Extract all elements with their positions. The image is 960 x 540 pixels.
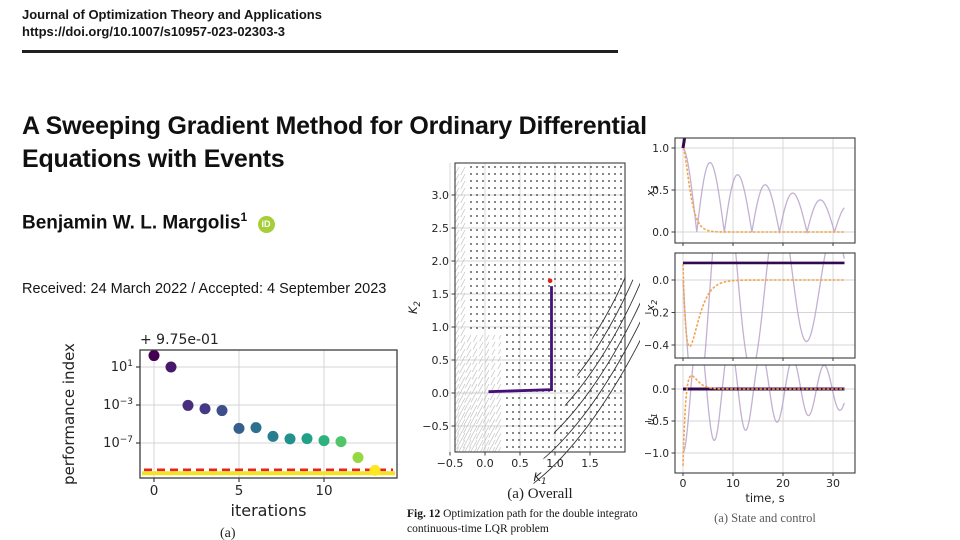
x-tick-label: 30	[826, 477, 840, 490]
received-accepted: Received: 24 March 2022 / Accepted: 4 Se…	[22, 281, 387, 297]
author-name: Benjamin W. L. Margolis	[22, 212, 241, 234]
y-tick-label: 0.0	[652, 227, 669, 239]
scatter-point	[233, 422, 245, 434]
x-axis-label: time, s	[745, 491, 784, 505]
x-axis-label: K1	[534, 470, 547, 484]
figure-optimization-path: −0.5 0.0 0.5 1.0 1.5 −0.5 0.0 0.5 1.0 1.5 2.0 2.5 3.…	[405, 148, 717, 540]
contour-line	[539, 273, 616, 315]
y-tick-label: 3.0	[432, 189, 450, 202]
scatter-point	[182, 399, 194, 411]
y-tick-label: −1.0	[645, 448, 669, 460]
x-tick-label: 0.0	[476, 457, 494, 470]
y-tick-label: 1.0	[432, 321, 450, 334]
fig12-caption-text-2: continuous-time LQR problem	[407, 523, 549, 535]
y-tick-label: 10−3	[103, 397, 133, 413]
scatter-point	[301, 433, 313, 445]
title-line-1: A Sweeping Gradient Method for Ordinary …	[22, 112, 647, 140]
series-swept-trajectory	[682, 147, 845, 235]
scatter-point	[199, 403, 211, 415]
y-tick-label: 0.0	[652, 275, 669, 287]
author-affiliation-superscript: 1	[240, 210, 248, 224]
y-tick-label: −0.2	[645, 307, 669, 319]
scatter-point	[284, 433, 296, 445]
y-axis-label: performance index	[60, 343, 78, 485]
x-tick-label: 10	[315, 483, 332, 499]
axis-offset-text: + 9.75e-01	[140, 332, 219, 348]
figure-state-control: 0.0 0.5 1.0 x1 −0.4 −0.2 0.0 x2 −1.0 −0.5 0.0 u1 0 10…	[644, 125, 875, 540]
states-chart-svg: 0.0 0.5 1.0 x1 −0.4 −0.2 0.0 x2 −1.0 −0.5 0.0 u1 0 10…	[644, 137, 856, 505]
paper-title: A Sweeping Gradient Method for Ordinary …	[22, 110, 647, 176]
scatter-point	[267, 430, 279, 442]
y-tick-label: −0.5	[645, 416, 669, 428]
x-tick-label: 0	[150, 483, 159, 499]
title-line-2: Equations with Events	[22, 145, 285, 173]
fig12-label: Fig. 12	[407, 508, 441, 520]
x-tick-label: 0	[680, 477, 687, 490]
header-rule	[22, 50, 618, 53]
scatter-point	[250, 422, 262, 434]
contour-subcaption: (a) Overall	[507, 486, 573, 502]
scatter-point	[318, 435, 330, 447]
scatter-point	[369, 464, 381, 476]
x-tick-label: 10	[726, 477, 740, 490]
y-axis-label: u1	[645, 413, 659, 425]
y-tick-label: 0.5	[652, 185, 669, 197]
y-tick-label: 1.5	[432, 288, 450, 301]
series-swept-control	[682, 365, 845, 454]
series-optimal-control	[682, 374, 845, 466]
x-axis-label: iterations	[231, 501, 307, 520]
y-axis-label: x2	[645, 300, 659, 313]
quiver-field	[455, 166, 622, 452]
journal-header: Journal of Optimization Theory and Appli…	[22, 6, 322, 40]
x-tick-label: 1.5	[581, 457, 599, 470]
y-tick-label: 2.0	[432, 255, 450, 268]
y-tick-label: −0.5	[422, 420, 449, 433]
orcid-icon[interactable]: iD	[257, 216, 275, 234]
contour-chart-svg: −0.5 0.0 0.5 1.0 1.5 −0.5 0.0 0.5 1.0 1.5 2.0 2.5 3.…	[406, 162, 717, 504]
contour-line	[556, 207, 599, 276]
y-tick-label: 0.0	[432, 387, 450, 400]
series-initial-guess	[681, 138, 687, 149]
figure-performance-index: 101 10−3 10−7 0 5 10 + 9.75e-01 performance ind…	[60, 328, 412, 540]
scatter-point	[352, 451, 364, 463]
performance-caption: (a)	[220, 526, 236, 540]
performance-chart-svg: 101 10−3 10−7 0 5 10 + 9.75e-01 performance ind…	[60, 332, 398, 520]
series-optimal-trajectory	[682, 263, 845, 348]
doi-link[interactable]: https://doi.org/10.1007/s10957-023-02303…	[22, 24, 286, 39]
contour-line	[527, 273, 627, 336]
series-optimal-trajectory	[682, 147, 845, 233]
y-tick-label: 0.5	[432, 354, 450, 367]
x-tick-label: −0.5	[437, 457, 464, 470]
optimization-path	[488, 286, 553, 394]
fig12-caption-text: Optimization path for the double integra…	[440, 508, 638, 520]
y-tick-label: 2.5	[432, 222, 450, 235]
y-tick-label: 10−7	[103, 435, 133, 451]
y-tick-label: 101	[111, 359, 133, 375]
y-tick-label: 1.0	[652, 143, 669, 155]
y-tick-label: 0.0	[652, 384, 669, 396]
y-tick-label: −0.4	[645, 340, 669, 352]
x-tick-label: 1.0	[546, 457, 564, 470]
scatter-point	[165, 361, 177, 373]
scatter-point	[216, 405, 228, 417]
scatter-point	[148, 350, 160, 362]
series-swept-trajectory	[682, 253, 845, 358]
x-tick-label: 20	[776, 477, 790, 490]
y-axis-label: K2	[406, 301, 423, 314]
journal-name: Journal of Optimization Theory and Appli…	[22, 7, 322, 22]
optimum-marker	[547, 278, 553, 284]
fig12-caption: Fig. 12 Optimization path for the double…	[407, 507, 639, 537]
y-axis-label: x1	[645, 185, 659, 198]
x-tick-label: 5	[235, 483, 244, 499]
author-line: Benjamin W. L. Margolis1 iD	[22, 210, 275, 234]
x-tick-label: 0.5	[511, 457, 529, 470]
scatter-point	[335, 436, 347, 448]
state-control-caption: (a) State and control	[714, 511, 816, 525]
